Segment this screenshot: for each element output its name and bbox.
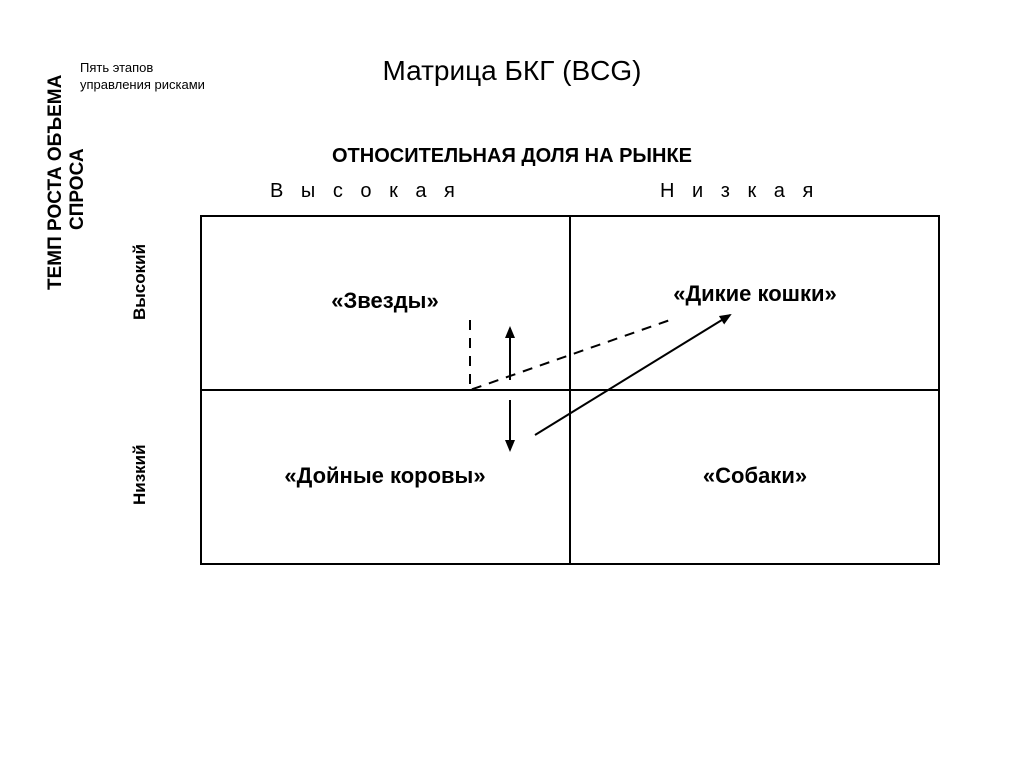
y-axis-title: ТЕМП РОСТА ОБЪЕМА СПРОСА bbox=[45, 0, 89, 290]
quadrant-top-right: «Дикие кошки» bbox=[673, 281, 837, 306]
y-axis-title-line2: СПРОСА bbox=[67, 0, 89, 230]
x-axis-high-label: В ы с о к а я bbox=[270, 180, 461, 203]
x-axis-title: ОТНОСИТЕЛЬНАЯ ДОЛЯ НА РЫНКЕ bbox=[0, 145, 1024, 168]
x-axis-low-label: Н и з к а я bbox=[660, 180, 819, 203]
matrix-svg: «Звезды» «Дикие кошки» «Дойные коровы» «… bbox=[200, 215, 940, 565]
quadrant-top-left: «Звезды» bbox=[331, 288, 438, 313]
quadrant-bottom-right: «Собаки» bbox=[703, 463, 807, 488]
y-axis-low-label: Низкий bbox=[130, 444, 150, 505]
quadrant-bottom-left: «Дойные коровы» bbox=[284, 463, 485, 488]
bcg-matrix: «Звезды» «Дикие кошки» «Дойные коровы» «… bbox=[200, 215, 940, 565]
y-axis-high-label: Высокий bbox=[130, 244, 150, 320]
main-title: Матрица БКГ (BCG) bbox=[0, 55, 1024, 87]
y-axis-title-line1: ТЕМП РОСТА ОБЪЕМА bbox=[45, 75, 66, 290]
